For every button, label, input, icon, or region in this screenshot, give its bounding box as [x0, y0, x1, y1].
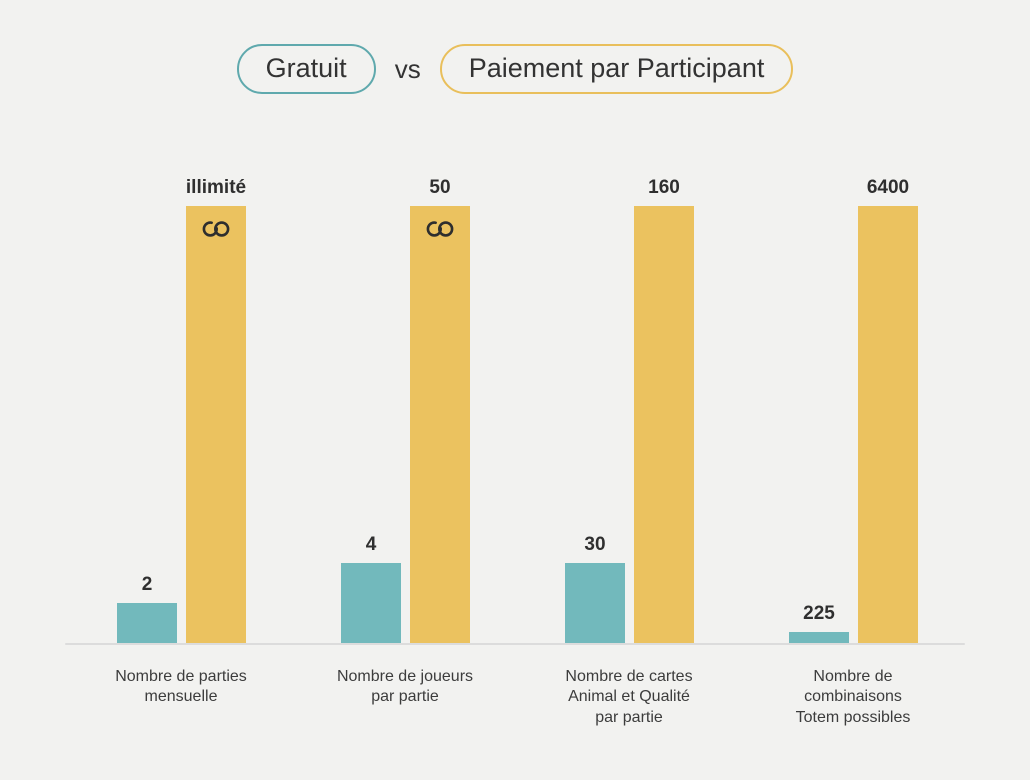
legend-header: Gratuit vs Paiement par Participant [0, 44, 1030, 94]
free-bar-value: 2 [141, 574, 153, 595]
bar-chart: 2 illimité 4 50 [65, 0, 965, 645]
bar-group: 2 illimité [117, 0, 246, 643]
paid-bar: 160 [634, 177, 694, 643]
category-label: Nombre de cartes Animal et Qualité par p… [565, 668, 693, 726]
category-label: Nombre de joueurs par partie [336, 668, 474, 706]
free-plan-label: Gratuit [265, 52, 347, 83]
paid-bar-value: 6400 [866, 177, 910, 198]
vs-label: vs [394, 53, 421, 84]
paid-bar-value: 160 [648, 177, 680, 198]
free-bar: 4 [341, 534, 401, 643]
bar-group: 225 6400 [789, 0, 918, 643]
free-plan-pill: Gratuit [236, 44, 376, 94]
category-label: Nombre de combinaisons Totem possibles [795, 668, 911, 726]
bar-group: 30 160 [565, 0, 694, 643]
paid-bar-value: illimité [185, 177, 247, 198]
infinity-icon [426, 221, 454, 237]
category-label: Nombre de parties mensuelle [115, 668, 247, 706]
paid-bar-value: 50 [429, 177, 451, 198]
paid-bar: illimité [186, 177, 246, 643]
free-bar-value: 30 [584, 534, 606, 555]
free-bar-value: 225 [803, 603, 835, 624]
infinity-icon [202, 221, 230, 237]
free-bar-value: 4 [365, 534, 377, 555]
free-bar: 2 [117, 574, 177, 643]
chart-baseline [65, 643, 965, 645]
free-bar: 225 [789, 603, 849, 643]
paid-bar: 50 [410, 177, 470, 643]
free-bar: 30 [565, 534, 625, 643]
bar-group: 4 50 [341, 0, 470, 643]
paid-plan-pill: Paiement par Participant [439, 44, 794, 94]
paid-plan-label: Paiement par Participant [468, 52, 765, 83]
paid-bar: 6400 [858, 177, 918, 643]
